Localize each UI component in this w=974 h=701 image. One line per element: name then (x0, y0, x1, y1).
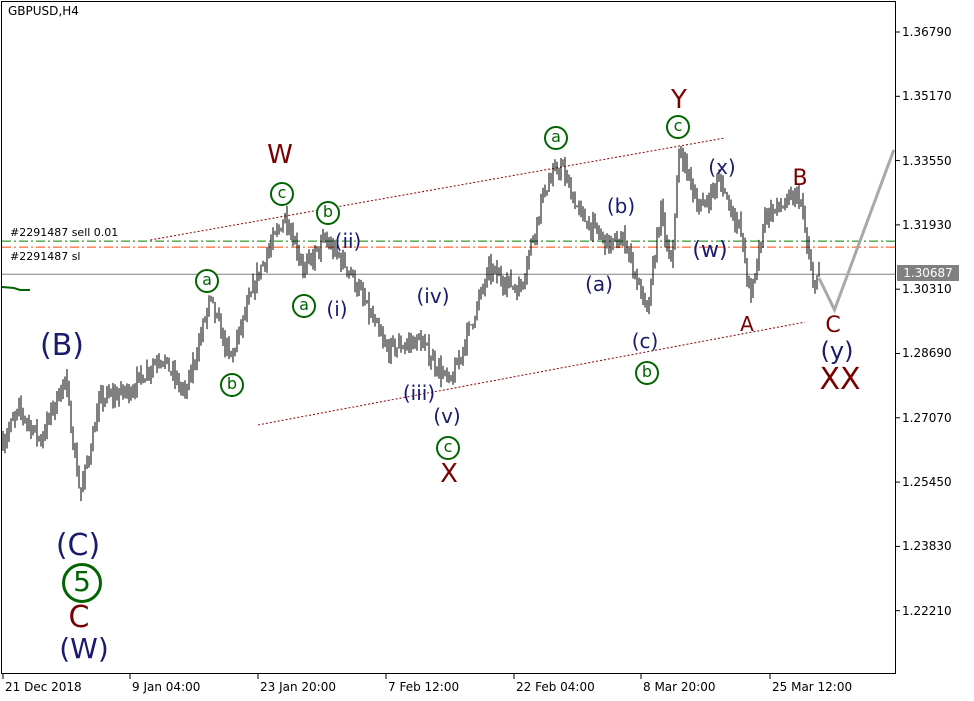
wave-label-text: c (443, 437, 453, 456)
wave-label-text: c (277, 183, 287, 202)
wave-label-text: W (267, 140, 293, 170)
wave-label: W (267, 142, 293, 168)
wave-label-text: b (226, 374, 238, 393)
wave-label-text: A (740, 312, 754, 336)
current-price-label: 1.30687 (897, 265, 959, 281)
wave-label: XX (819, 365, 860, 395)
chart-title: GBPUSD,H4 (8, 4, 79, 18)
wave-label: (C) (56, 531, 100, 561)
wave-label-text: (C) (55, 528, 101, 563)
wave-label: a (544, 126, 568, 150)
wave-label: B (792, 168, 807, 190)
wave-label: (a) (585, 274, 613, 294)
x-tick-label: 9 Jan 04:00 (132, 680, 201, 694)
x-tick-label: 8 Mar 20:00 (643, 680, 716, 694)
wave-label-text: XX (819, 362, 861, 397)
wave-label: (b) (607, 196, 635, 216)
wave-label: b (635, 361, 659, 385)
plot-frame (1, 1, 896, 674)
wave-label: 5 (62, 563, 102, 603)
x-tick-label: 22 Feb 04:00 (516, 680, 595, 694)
forecast-line (817, 149, 896, 314)
wave-label-text: (i) (326, 297, 348, 321)
wave-label-text: (v) (433, 404, 461, 428)
wave-label-text: b (641, 362, 653, 381)
wave-label-text: (a) (585, 272, 613, 296)
wave-label: C (69, 603, 90, 633)
x-tick-label: 25 Mar 12:00 (772, 680, 853, 694)
wave-label-text: (iv) (416, 284, 450, 308)
wave-label-text: a (299, 295, 309, 314)
wave-label: b (220, 373, 244, 397)
wave-label: a (195, 269, 219, 293)
wave-label-text: c (673, 116, 683, 135)
wave-label: A (740, 314, 754, 334)
y-tick-label: 1.30310 (902, 282, 952, 297)
wave-label-text: (b) (606, 194, 636, 218)
x-tick-label: 21 Dec 2018 (5, 680, 82, 694)
order-label-sl: #2291487 sl (10, 250, 81, 263)
wave-label: (v) (433, 406, 460, 426)
y-tick-label: 1.25450 (902, 475, 952, 490)
wave-label: X (440, 461, 458, 487)
y-tick-label: 1.36790 (902, 25, 952, 39)
wave-label-text: B (792, 166, 808, 191)
wave-label: c (270, 182, 294, 206)
y-tick-label: 1.22210 (902, 603, 952, 618)
y-tick-label: 1.28690 (902, 346, 952, 361)
wave-label-text: (y) (820, 337, 854, 365)
wave-label: (W) (59, 635, 109, 663)
x-tick-label: 23 Jan 20:00 (260, 680, 336, 694)
wave-label: (i) (326, 299, 347, 319)
indicator-fragment (1, 286, 30, 291)
y-tick-label: 1.33550 (902, 153, 952, 168)
wave-label: (x) (708, 157, 735, 177)
wave-label-text: Y (671, 85, 687, 115)
wave-label: (c) (632, 331, 659, 351)
wave-label-text: a (202, 270, 212, 289)
channel-upper-line (150, 137, 725, 241)
wave-label-text: (iii) (402, 381, 436, 405)
wave-label: (y) (821, 339, 854, 363)
wave-label-text: b (322, 202, 334, 221)
wave-label: b (316, 201, 340, 225)
wave-label: c (436, 436, 460, 460)
y-tick-label: 1.23830 (902, 539, 952, 554)
wave-label-text: X (440, 459, 458, 489)
wave-label-text: C (825, 313, 841, 338)
wave-label: (ii) (335, 231, 362, 251)
y-tick-label: 1.31930 (902, 217, 952, 232)
wave-label: C (825, 315, 840, 337)
wave-label: c (666, 115, 690, 139)
wave-label-text: (x) (708, 155, 736, 179)
wave-label: (iv) (417, 286, 450, 306)
channel-lower-line (257, 321, 805, 426)
wave-label-text: a (551, 127, 561, 146)
wave-label-text: 5 (73, 565, 91, 598)
wave-label: (B) (40, 331, 84, 361)
wave-label: Y (671, 87, 687, 113)
wave-label-text: (w) (692, 238, 728, 263)
wave-label-text: (W) (59, 632, 109, 665)
wave-label: (w) (692, 240, 727, 262)
wave-label: a (292, 294, 316, 318)
wave-label-text: (c) (631, 329, 659, 353)
x-tick-label: 7 Feb 12:00 (388, 680, 460, 694)
y-tick-label: 1.35170 (902, 89, 952, 104)
wave-label-text: (ii) (334, 229, 362, 253)
y-tick-label: 1.27070 (902, 410, 952, 425)
order-label-sell: #2291487 sell 0.01 (10, 226, 119, 239)
wave-label: (iii) (403, 383, 435, 403)
wave-label-text: C (68, 600, 90, 635)
wave-label-text: (B) (40, 328, 84, 363)
